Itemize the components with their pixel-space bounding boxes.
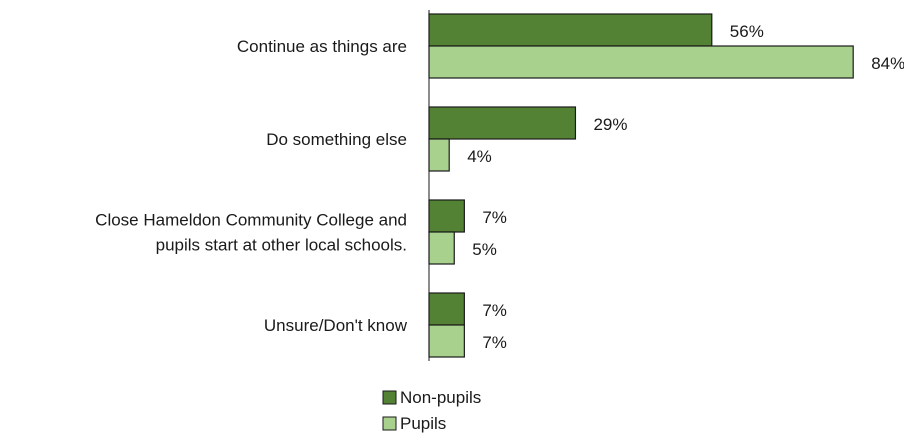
bar-non-pupils-2 <box>428 199 465 233</box>
legend-swatch <box>382 390 397 405</box>
value-label: 7% <box>482 301 507 320</box>
value-label: 4% <box>467 147 492 166</box>
value-label: 7% <box>482 208 507 227</box>
bar-pupils-1 <box>428 138 450 172</box>
value-label: 56% <box>730 22 764 41</box>
legend-label: Non-pupils <box>400 388 481 407</box>
category-labels: Continue as things are Do something else C… <box>95 37 408 335</box>
bar-non-pupils-0 <box>428 13 713 47</box>
bar-pupils-3 <box>428 324 465 358</box>
category-label: Continue as things are <box>237 37 407 56</box>
bar-non-pupils-3 <box>428 292 465 326</box>
value-label: 7% <box>482 333 507 352</box>
legend: Non-pupils Pupils <box>382 388 481 433</box>
category-label: Do something else <box>266 130 407 149</box>
value-label: 84% <box>871 54 904 73</box>
bar-non-pupils-1 <box>428 106 577 140</box>
value-label: 5% <box>472 240 497 259</box>
value-label: 29% <box>593 115 627 134</box>
legend-label: Pupils <box>400 414 446 433</box>
bar-pupils-0 <box>428 45 854 79</box>
legend-swatch <box>382 416 397 431</box>
bar-pupils-2 <box>428 231 455 265</box>
category-label: Close Hameldon Community College and <box>95 211 407 230</box>
bars-group <box>428 13 854 358</box>
category-label: Unsure/Don't know <box>264 316 408 335</box>
category-label: pupils start at other local schools. <box>156 236 407 255</box>
value-labels: 56% 84% 29% 4% 7% 5% 7% 7% <box>467 22 904 352</box>
